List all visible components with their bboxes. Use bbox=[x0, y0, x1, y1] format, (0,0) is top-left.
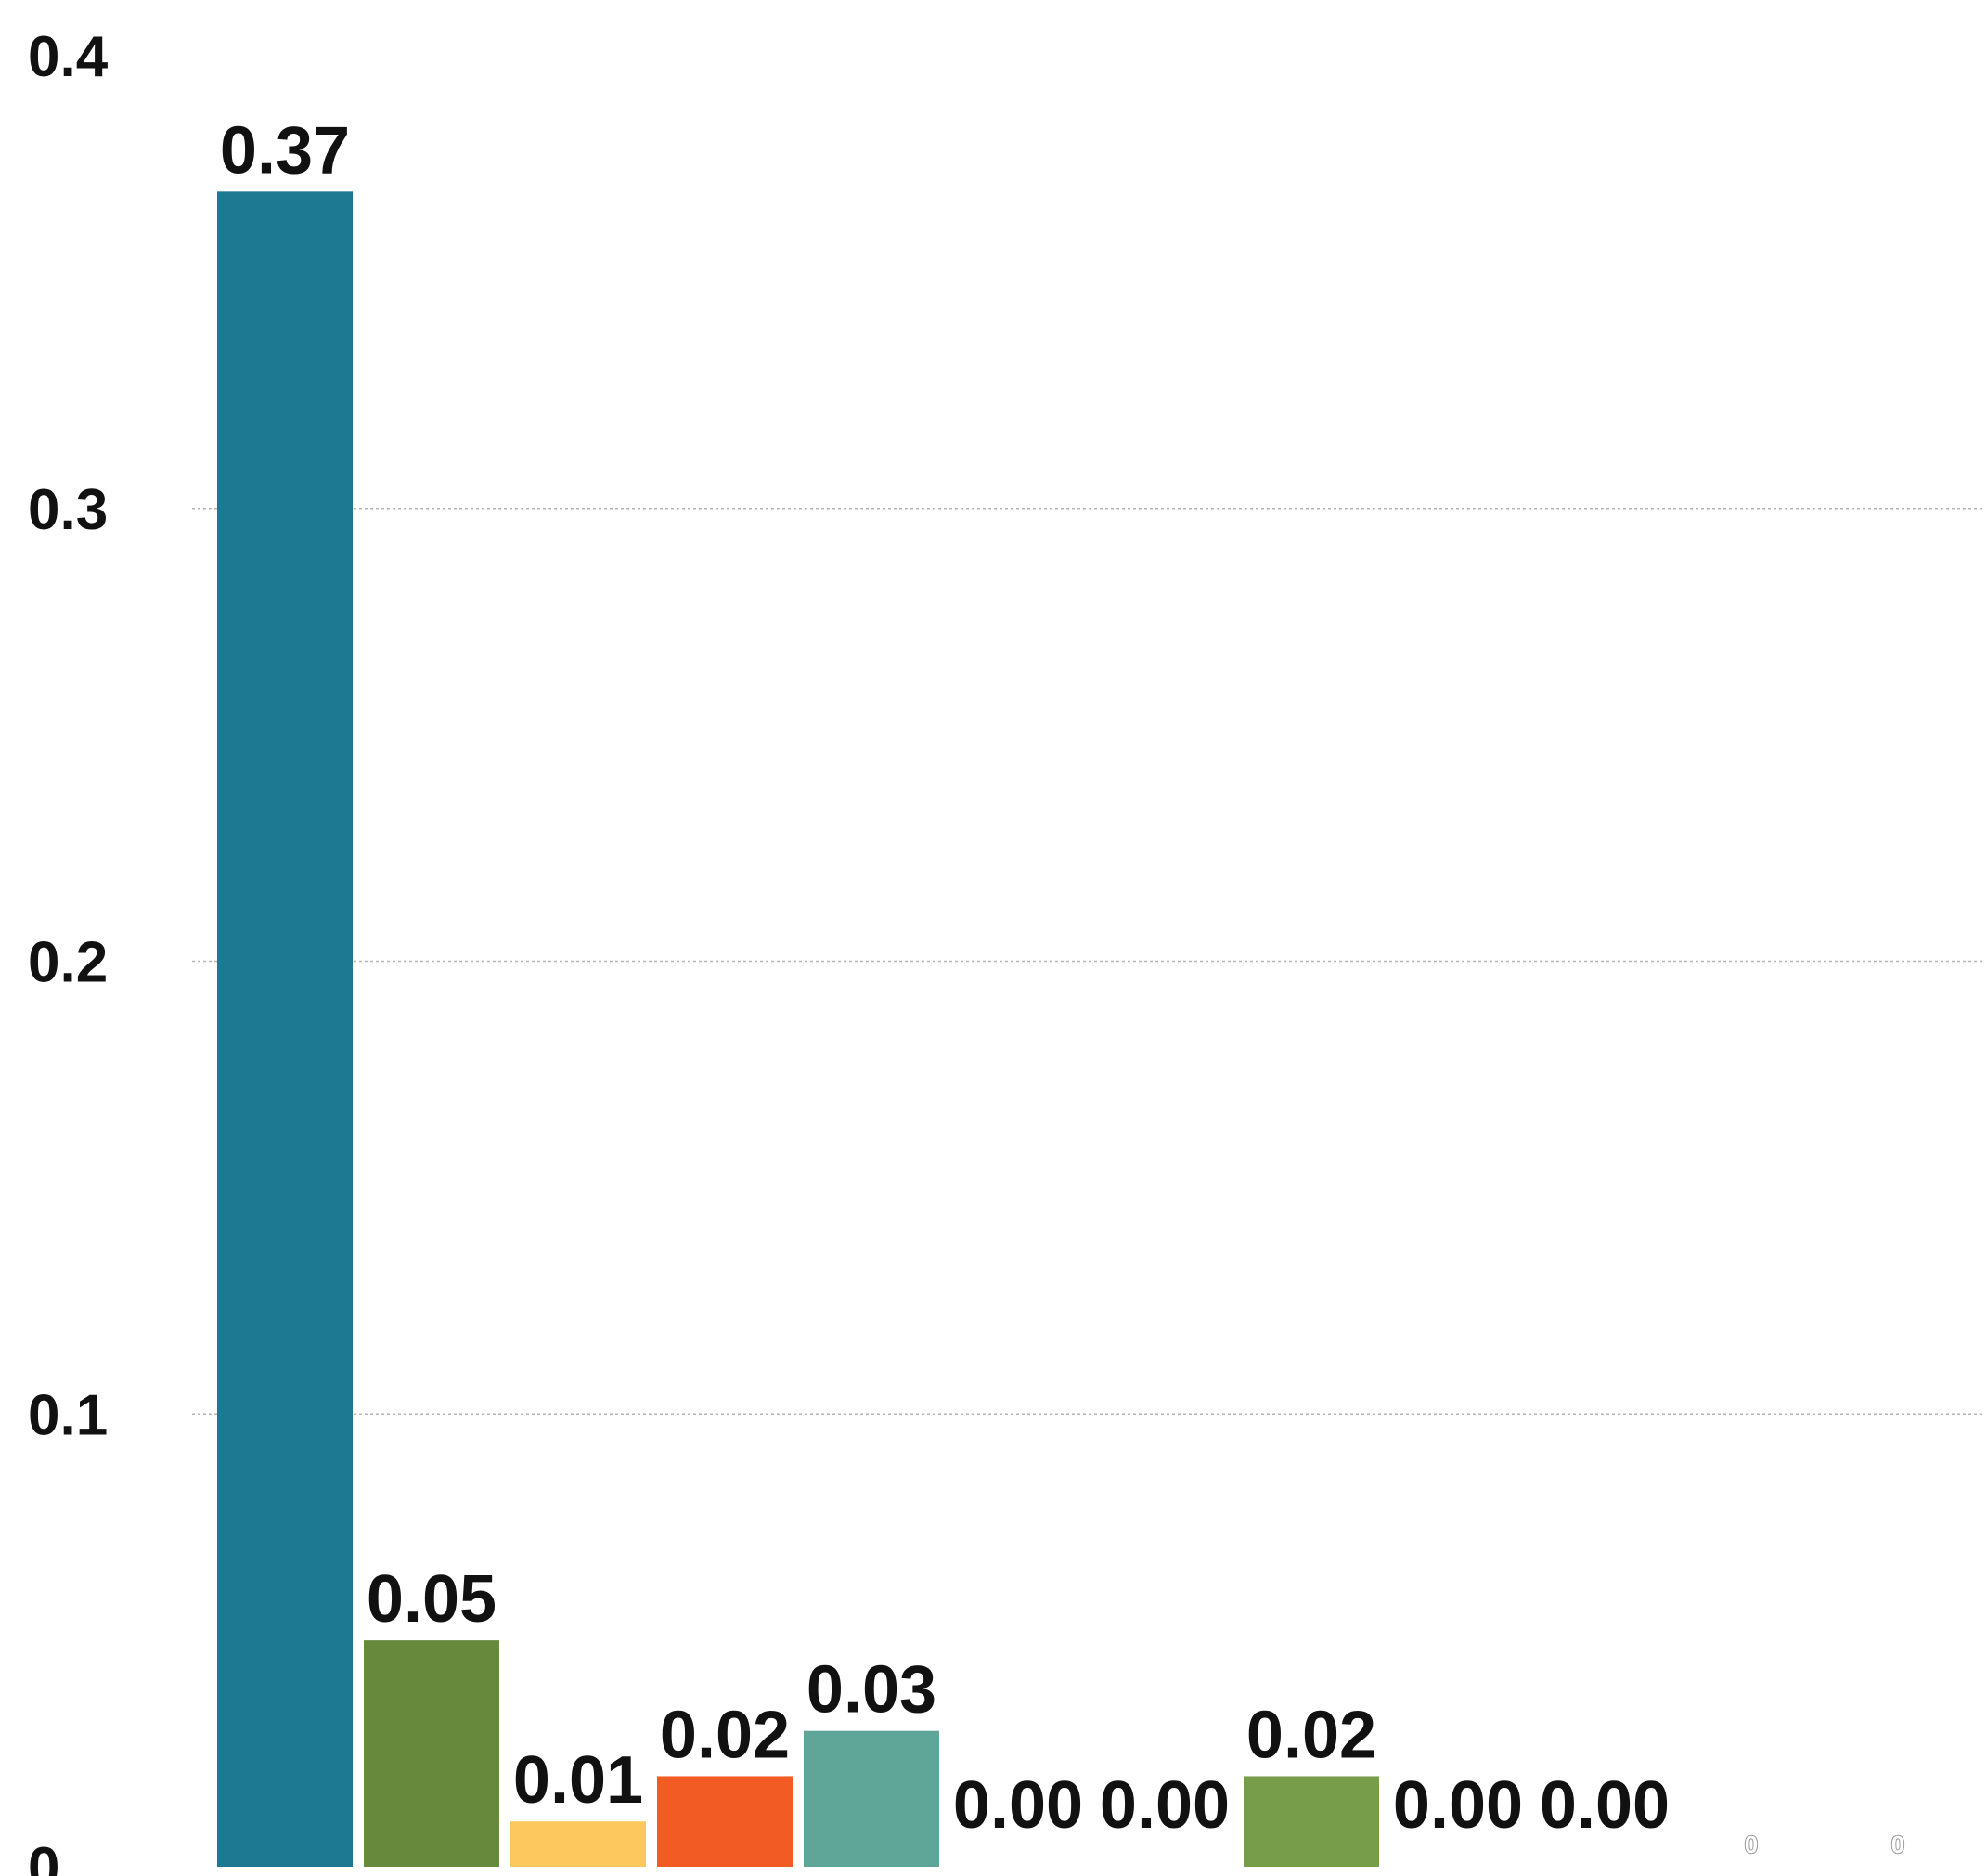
bar bbox=[364, 1640, 499, 1867]
bar-value-label: 0.01 bbox=[513, 1743, 643, 1818]
bar bbox=[217, 191, 353, 1868]
bar bbox=[804, 1730, 939, 1867]
y-tick-label: 0.4 bbox=[28, 25, 109, 89]
y-tick-label: 0.3 bbox=[28, 478, 108, 542]
y-axis-tick-labels: 0 0.1 0.2 0.3 0.4 bbox=[28, 25, 109, 1876]
bar-value-label: 0.00 bbox=[1540, 1768, 1670, 1843]
bar bbox=[510, 1821, 646, 1867]
y-tick-label: 0 bbox=[28, 1836, 59, 1876]
bar-value-label: 0.37 bbox=[220, 113, 350, 188]
bar-value-label: 0.00 bbox=[953, 1768, 1083, 1843]
bar-value-label: 0 bbox=[1891, 1831, 1904, 1858]
bar bbox=[657, 1776, 793, 1867]
bar-value-label: 0.00 bbox=[1393, 1768, 1523, 1843]
y-tick-label: 0.2 bbox=[28, 931, 108, 995]
gridlines bbox=[192, 508, 1984, 1415]
bar-value-label: 0.05 bbox=[367, 1562, 497, 1637]
bar-value-label: 0.02 bbox=[1246, 1698, 1376, 1772]
bars bbox=[217, 191, 1379, 1868]
bar-value-label: 0.02 bbox=[660, 1698, 790, 1772]
bar bbox=[1244, 1776, 1379, 1867]
bar-value-label: 0 bbox=[1745, 1831, 1758, 1858]
bar-value-label: 0.00 bbox=[1100, 1768, 1230, 1843]
y-tick-label: 0.1 bbox=[28, 1383, 108, 1447]
data-labels: 0.370.050.010.020.030.00 0.000.020.00 0.00… bbox=[219, 112, 1905, 1859]
bar-value-label: 0.03 bbox=[806, 1653, 936, 1727]
